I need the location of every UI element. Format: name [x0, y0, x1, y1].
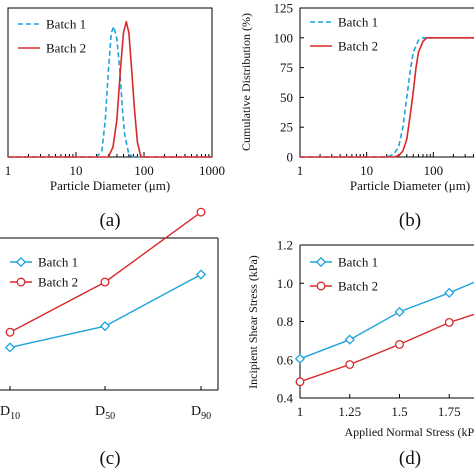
data-point-batch-1 [195, 269, 207, 280]
x-tick-label: 1.5 [391, 404, 407, 419]
y-axis-label: Incipient Shear Stress (kPa) [246, 255, 260, 389]
legend-label-batch-2: Batch 2 [46, 41, 86, 56]
plot-frame [7, 7, 213, 158]
x-tick-label: 1 [297, 404, 304, 419]
x-axis-label: Applied Normal Stress (kPa) [345, 425, 474, 439]
series-line-batch-2 [300, 36, 474, 158]
legend-label-batch-2: Batch 2 [338, 279, 378, 294]
data-point-batch-2 [5, 327, 15, 337]
x-tick-label: D10 [0, 404, 20, 422]
panel-label-d: (d) [399, 448, 421, 469]
x-tick-label: 1 [5, 163, 12, 178]
y-axis-label: Cumulative Distribution (%) [239, 13, 253, 151]
data-point-batch-1 [444, 287, 455, 298]
series-line-batch-1 [299, 281, 474, 360]
legend-label-batch-2: Batch 2 [338, 39, 378, 54]
series-line-batch-1 [8, 25, 212, 158]
legend-marker-batch-1 [315, 256, 327, 268]
legend-label-batch-1: Batch 1 [46, 17, 86, 32]
y-tick-label: 0.6 [277, 352, 294, 367]
y-tick-label: 125 [274, 1, 294, 16]
x-tick-label: 100 [424, 163, 444, 178]
series-line-batch-2 [299, 313, 474, 383]
x-tick-label: 10 [360, 163, 373, 178]
x-tick-label: 1.25 [338, 404, 361, 419]
x-tick-label: 1000 [199, 163, 225, 178]
panel-label-c: (c) [99, 448, 120, 469]
legend-label-batch-2: Batch 2 [38, 275, 78, 290]
x-tick-label: D90 [191, 404, 211, 422]
panel-a: 1 10 100 1000 Batch 1 Batch 2 Particle Diamete… [5, 7, 225, 231]
legend-label-batch-1: Batch 1 [338, 15, 378, 30]
legend-marker-batch-1 [15, 256, 27, 268]
legend-label-batch-1: Batch 1 [338, 255, 378, 270]
panel-label-b: (b) [399, 210, 421, 231]
y-tick-label: 25 [280, 120, 293, 135]
y-tick-label: 100 [274, 30, 294, 45]
x-tick-label-sub: 90 [201, 411, 211, 422]
y-tick-label: 0.8 [277, 314, 293, 329]
data-point-batch-2 [444, 318, 454, 327]
data-point-batch-2 [196, 207, 206, 217]
legend-marker-batch-2 [16, 277, 26, 287]
y-tick-label: 0 [287, 150, 294, 165]
y-tick-label: 50 [280, 90, 293, 105]
data-point-batch-1 [99, 321, 111, 332]
data-point-batch-1 [4, 342, 16, 353]
panel-d: 0.4 0.6 0.8 1.0 1.2 1 1.25 1.5 1.75 Batch 1 Batch … [246, 238, 474, 469]
data-point-batch-1 [394, 306, 405, 318]
y-tick-label: 1.0 [277, 276, 293, 291]
x-tick-label: D50 [95, 404, 115, 422]
data-point-batch-2 [295, 377, 305, 387]
x-tick-label: 10 [70, 163, 83, 178]
series-line-batch-2 [8, 20, 212, 158]
panel-label-a: (a) [99, 210, 120, 231]
data-point-batch-1 [294, 353, 306, 364]
series-line-batch-1 [300, 36, 474, 158]
legend-marker-batch-2 [316, 281, 326, 291]
x-tick-label-sub: 10 [10, 411, 20, 422]
x-tick-label-sub: 50 [105, 411, 115, 422]
x-axis-label: Particle Diameter (μm) [350, 178, 470, 193]
x-axis-label: Particle Diameter (μm) [50, 178, 170, 193]
data-point-batch-2 [395, 340, 404, 349]
x-tick-label: 1 [297, 163, 304, 178]
x-tick-label: 1.75 [438, 404, 461, 419]
legend-label-batch-1: Batch 1 [38, 255, 78, 270]
y-tick-label: 75 [280, 60, 293, 75]
plot-frame [299, 7, 474, 158]
panel-b: 1 10 100 0 25 50 75 100 125 Batch 1 Batch 2 Cumulat… [239, 1, 474, 231]
x-tick-label-main: D [191, 404, 201, 419]
x-tick-label-main: D [95, 404, 105, 419]
data-point-batch-2 [345, 360, 355, 369]
data-point-batch-2 [100, 277, 110, 287]
y-tick-label: 0.4 [277, 391, 294, 406]
x-tick-label: 100 [134, 163, 154, 178]
y-tick-label: 1.2 [277, 238, 293, 253]
data-point-batch-1 [344, 334, 355, 345]
x-tick-label-main: D [0, 404, 10, 419]
